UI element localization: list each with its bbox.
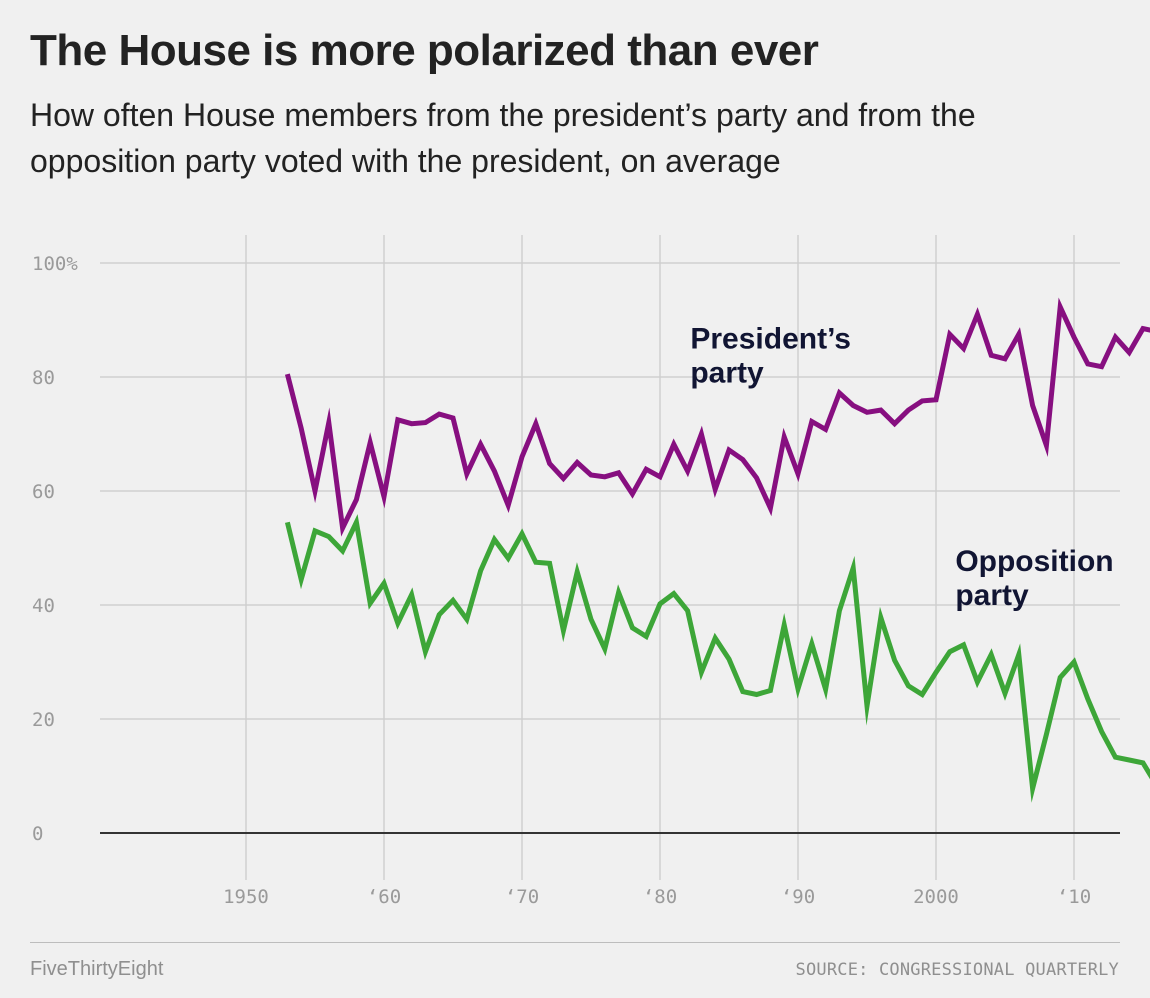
y-tick-label: 100%: [32, 253, 78, 275]
grid: [100, 235, 1120, 880]
y-tick-label: 40: [32, 595, 55, 617]
chart-subtitle: How often House members from the preside…: [30, 97, 976, 179]
y-tick-label: 0: [32, 823, 43, 845]
x-tick-label: ‘80: [643, 886, 677, 908]
x-tick-label: 1950: [223, 886, 269, 908]
opposition-party-line: [284, 514, 1150, 803]
source-note: SOURCE: CONGRESSIONAL QUARTERLY: [795, 960, 1119, 980]
opposition-party-label: Opposition party: [955, 545, 1113, 612]
x-tick-label: ‘10: [1057, 886, 1091, 908]
y-tick-label: 20: [32, 709, 55, 731]
series-labels: President’s party Opposition party: [690, 323, 1113, 612]
chart-title: The House is more polarized than ever: [30, 26, 819, 75]
x-tick-label: 2000: [913, 886, 959, 908]
x-tick-label: ‘70: [505, 886, 539, 908]
presidents-party-label: President’s party: [690, 323, 851, 390]
x-tick-label: ‘90: [781, 886, 815, 908]
series: [284, 297, 1150, 803]
brand-credit: FiveThirtyEight: [30, 958, 164, 980]
presidents-party-line: [284, 297, 1150, 537]
axes: 1950 ‘60 ‘70 ‘80 ‘90 2000 ‘10 0 20 40 60 80 100%: [32, 253, 1091, 908]
y-tick-label: 80: [32, 367, 55, 389]
y-tick-label: 60: [32, 481, 55, 503]
footer-divider: [30, 942, 1120, 943]
x-tick-label: ‘60: [367, 886, 401, 908]
